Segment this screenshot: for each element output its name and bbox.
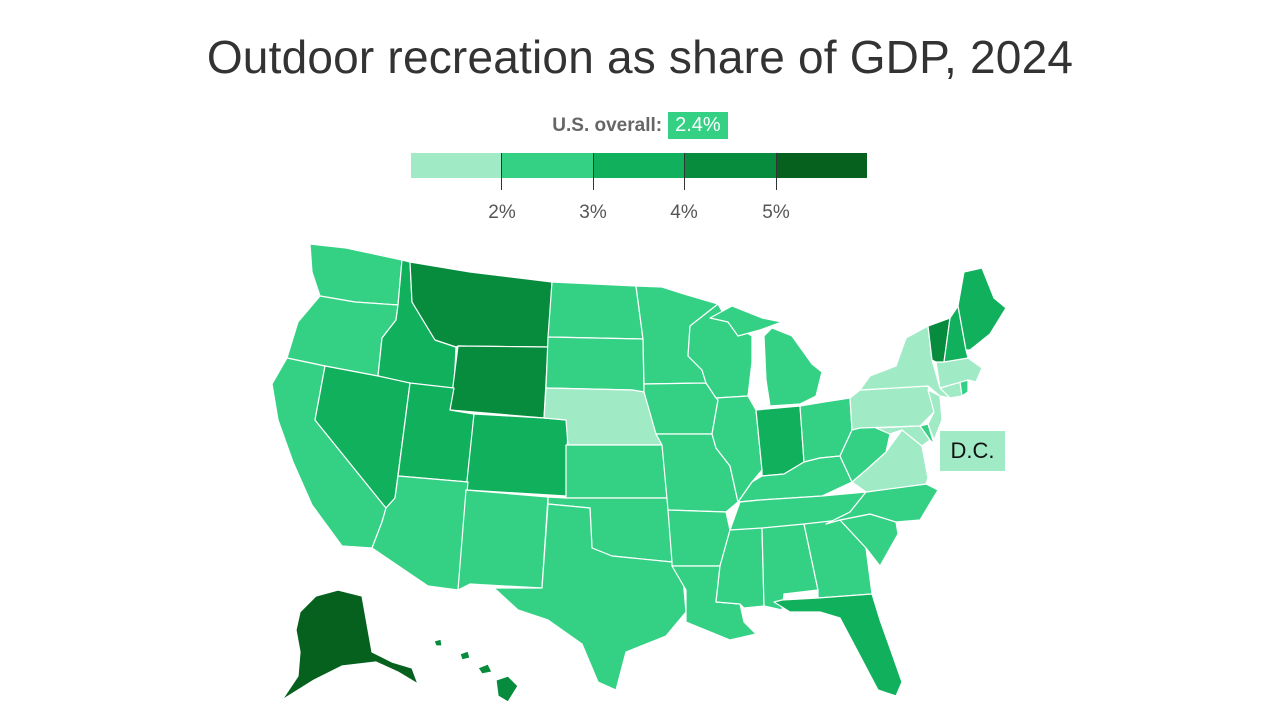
legend-tick — [684, 153, 685, 190]
legend-tick — [593, 153, 594, 190]
legend-tick — [501, 153, 502, 190]
state-kansas[interactable] — [565, 444, 669, 499]
state-michigan[interactable] — [763, 327, 823, 407]
legend-bin-3 — [593, 153, 684, 178]
state-iowa[interactable] — [643, 382, 719, 435]
state-florida[interactable] — [773, 593, 903, 697]
state-colorado[interactable] — [465, 413, 569, 497]
state-mississippi[interactable] — [715, 527, 765, 609]
state-hawaii-oahu[interactable] — [459, 650, 471, 661]
state-maine[interactable] — [957, 267, 1007, 351]
legend-bin-2 — [502, 153, 593, 178]
state-delaware[interactable] — [919, 423, 935, 445]
legend-tick-label-3: 3% — [579, 202, 607, 223]
state-hawaii-maui[interactable] — [477, 663, 493, 675]
legend-bin-5 — [776, 153, 867, 178]
state-michigan-upper[interactable] — [709, 305, 783, 337]
state-north-dakota[interactable] — [547, 281, 644, 340]
legend-bin-1 — [411, 153, 502, 178]
state-arkansas[interactable] — [667, 509, 731, 567]
us-overall: U.S. overall: 2.4% — [0, 112, 1280, 139]
color-legend: 2% 3% 4% 5% — [411, 153, 867, 223]
legend-tick-label-5: 5% — [762, 202, 790, 223]
state-new-hampshire[interactable] — [943, 305, 969, 363]
us-overall-label: U.S. overall: — [552, 114, 663, 136]
legend-tick-label-4: 4% — [670, 202, 698, 223]
dc-callout: D.C. — [940, 431, 1005, 471]
state-montana[interactable] — [409, 261, 553, 348]
state-texas[interactable] — [493, 503, 687, 691]
state-new-mexico[interactable] — [457, 489, 549, 591]
state-alaska[interactable] — [281, 589, 419, 701]
legend-tick-label-2: 2% — [488, 202, 516, 223]
state-washington[interactable] — [309, 243, 403, 306]
state-south-dakota[interactable] — [545, 336, 645, 393]
state-hawaii-kauai[interactable] — [433, 638, 443, 647]
us-overall-value: 2.4% — [668, 112, 728, 139]
state-north-carolina[interactable] — [825, 483, 939, 525]
chart-title: Outdoor recreation as share of GDP, 2024 — [206, 31, 1074, 83]
legend-tick — [776, 153, 777, 190]
state-vermont[interactable] — [927, 317, 951, 363]
state-hawaii[interactable] — [495, 675, 519, 703]
state-pennsylvania[interactable] — [849, 385, 935, 431]
state-indiana[interactable] — [755, 405, 805, 477]
legend-bin-4 — [684, 153, 776, 178]
state-wyoming[interactable] — [449, 345, 549, 419]
